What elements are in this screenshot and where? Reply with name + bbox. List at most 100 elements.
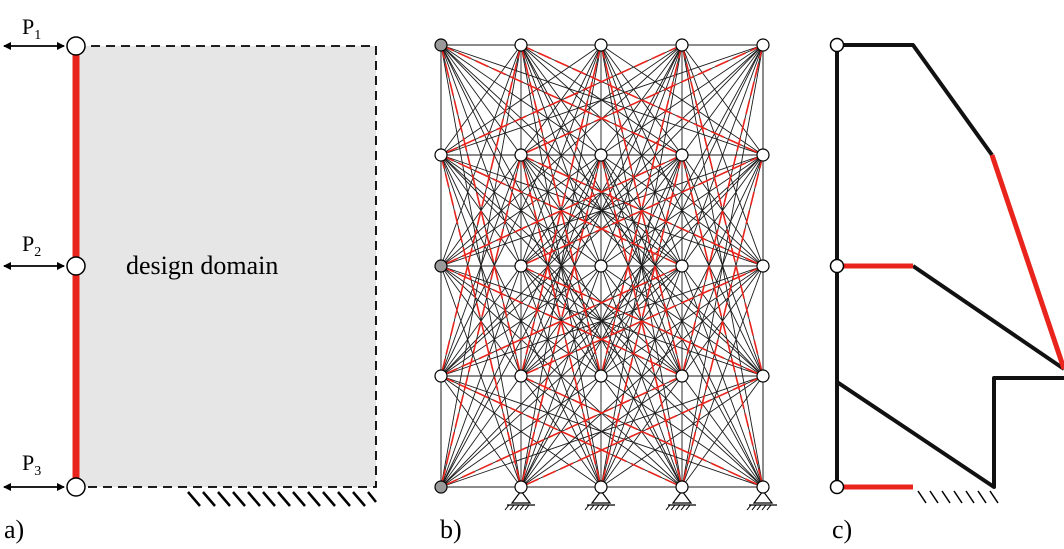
ground-bar bbox=[520, 44, 764, 267]
support-hatch bbox=[756, 504, 762, 511]
panel-c: c) bbox=[829, 37, 1064, 544]
load-label-p2: P2 bbox=[22, 231, 41, 260]
load-node bbox=[434, 259, 448, 273]
tension-bar bbox=[440, 154, 683, 267]
ground-bar bbox=[440, 154, 683, 377]
grid-node bbox=[594, 369, 608, 383]
ground-bar bbox=[440, 265, 602, 377]
ground-structure-nodes bbox=[434, 38, 770, 494]
grid-node bbox=[756, 38, 770, 52]
ground-bar bbox=[440, 44, 764, 156]
pin-support bbox=[671, 490, 693, 504]
tension-bar bbox=[520, 44, 764, 156]
support-hatch bbox=[594, 504, 600, 511]
ground-bar bbox=[440, 375, 764, 488]
support-hatch bbox=[604, 504, 610, 511]
design-domain-area bbox=[76, 46, 376, 487]
grid-node bbox=[514, 148, 528, 162]
ground-bar bbox=[440, 154, 602, 267]
load-label-p1-name: P bbox=[22, 14, 34, 39]
design-domain-label: design domain bbox=[126, 251, 278, 280]
ground-bar bbox=[681, 44, 764, 156]
support-hatch bbox=[685, 504, 691, 511]
support-hatch bbox=[665, 504, 671, 511]
load-label-p1-subscript: 1 bbox=[34, 28, 41, 43]
grid-node bbox=[756, 148, 770, 162]
load-label-p2-subscript: 2 bbox=[34, 245, 41, 260]
grid-node bbox=[594, 259, 608, 273]
tension-bar bbox=[440, 154, 683, 267]
ground-bar bbox=[440, 44, 522, 267]
grid-node bbox=[514, 259, 528, 273]
optimized-node-bottom bbox=[829, 479, 845, 495]
ground-bar bbox=[440, 154, 764, 267]
grid-node bbox=[594, 148, 608, 162]
support-hatch bbox=[766, 504, 772, 511]
support-hatch bbox=[524, 504, 530, 511]
tension-bar bbox=[520, 265, 764, 377]
support-hatch bbox=[504, 504, 510, 511]
ground-bar bbox=[681, 265, 764, 377]
grid-node bbox=[756, 480, 770, 494]
grid-node bbox=[675, 259, 689, 273]
support-hatch bbox=[589, 504, 595, 511]
load-label-p3: P3 bbox=[22, 450, 41, 479]
ground-bar bbox=[440, 375, 602, 488]
ground-bar bbox=[681, 265, 764, 488]
grid-node bbox=[756, 369, 770, 383]
load-label-p3-name: P bbox=[22, 450, 34, 475]
optimized-tension-members bbox=[837, 154, 1064, 490]
load-node bbox=[434, 480, 448, 494]
panel-a-label: a) bbox=[4, 515, 24, 544]
domain-dashed-boundary bbox=[76, 45, 377, 488]
pin-support bbox=[510, 490, 532, 504]
ground-structure-compression-bars bbox=[440, 44, 764, 488]
load-label-p3-subscript: 3 bbox=[34, 464, 41, 479]
ground-bar bbox=[681, 44, 764, 267]
support-hatch bbox=[584, 504, 590, 511]
tension-bar bbox=[440, 375, 683, 488]
grid-node bbox=[594, 480, 608, 494]
support-hatch bbox=[680, 504, 686, 511]
tension-bar bbox=[440, 265, 683, 377]
tension-bar bbox=[440, 44, 683, 156]
tension-bar bbox=[440, 44, 683, 156]
grid-node bbox=[675, 480, 689, 494]
grid-node bbox=[434, 369, 448, 383]
panel-b-label: b) bbox=[440, 515, 462, 544]
grid-node bbox=[514, 38, 528, 52]
ground-bar bbox=[440, 265, 764, 377]
support-hatching bbox=[187, 491, 377, 507]
panel-c-label: c) bbox=[832, 515, 852, 544]
ground-bar bbox=[600, 265, 764, 377]
panel-b: b) bbox=[434, 38, 777, 544]
ground-bar bbox=[440, 44, 602, 156]
optimized-node-top bbox=[829, 37, 845, 53]
optimized-support-hatching bbox=[917, 490, 999, 504]
tension-bar bbox=[520, 265, 764, 377]
ground-bar bbox=[600, 154, 764, 267]
load-node-p2 bbox=[66, 256, 86, 276]
grid-node bbox=[514, 369, 528, 383]
load-node-p3 bbox=[66, 477, 86, 497]
panel-a: P1 P2 P3 design domain a) bbox=[3, 14, 377, 544]
support-hatch bbox=[761, 504, 767, 511]
load-node bbox=[434, 38, 448, 52]
ground-bar bbox=[681, 154, 764, 377]
ground-bar bbox=[600, 375, 764, 488]
support-hatch bbox=[675, 504, 681, 511]
support-hatch bbox=[599, 504, 605, 511]
ground-bar bbox=[440, 154, 522, 267]
grid-node bbox=[514, 480, 528, 494]
tension-bar bbox=[440, 265, 683, 377]
optimized-node-middle bbox=[829, 258, 845, 274]
support-hatch bbox=[519, 504, 525, 511]
support-hatch bbox=[751, 504, 757, 511]
ground-structure-supports bbox=[504, 490, 777, 511]
ground-structure-tension-bars bbox=[440, 44, 764, 488]
ground-bar bbox=[520, 154, 764, 377]
support-hatch bbox=[514, 504, 520, 511]
grid-node bbox=[675, 369, 689, 383]
support-hatch bbox=[746, 504, 752, 511]
